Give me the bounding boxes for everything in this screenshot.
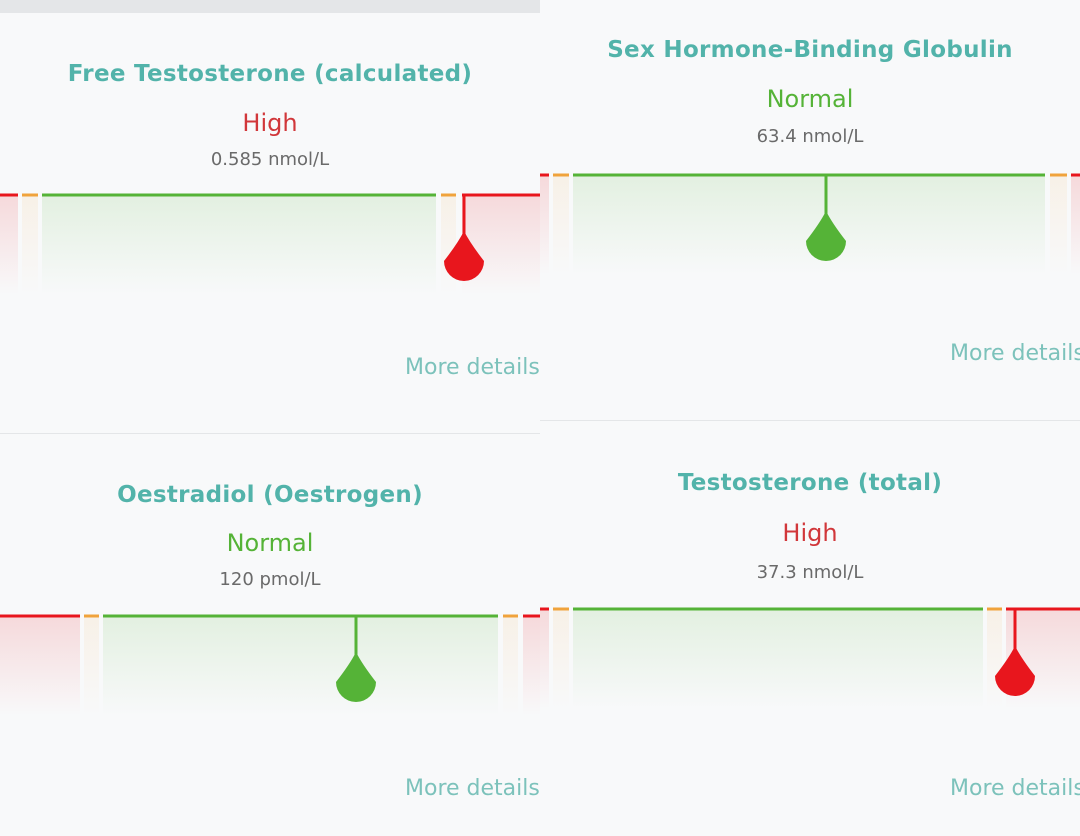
status-label: Normal	[766, 85, 854, 113]
gauge-zone-fill	[1050, 175, 1067, 275]
gauge-zone-line	[987, 607, 1002, 611]
card-title: Testosterone (total)	[677, 470, 943, 496]
card-title: Sex Hormone-Binding Globulin	[607, 37, 1013, 63]
gauge-zone-fill	[0, 195, 18, 295]
gauge-zone-line	[0, 614, 80, 618]
gauge-zone-fill	[0, 616, 80, 716]
gauge-zone-fill	[503, 616, 518, 716]
more-details-link[interactable]: More details	[405, 355, 540, 380]
gauge-zone-line	[42, 193, 436, 197]
result-card-oestradiol: Oestradiol (Oestrogen) Normal 120 pmol/L…	[0, 434, 540, 836]
status-label: High	[782, 519, 838, 547]
result-marker-drop-icon	[995, 646, 1035, 696]
range-gauge	[0, 193, 540, 295]
gauge-zone-line	[1071, 173, 1080, 177]
status-label: Normal	[226, 529, 314, 557]
gauge-zone-fill	[103, 616, 498, 716]
gauge-zone-line	[540, 173, 549, 177]
gauge-zone-fill	[523, 616, 540, 716]
gauge-zone-fill	[540, 609, 549, 709]
range-gauge	[0, 614, 540, 716]
gauge-zone-fill	[553, 609, 569, 709]
gauge-zone-line	[523, 614, 540, 618]
more-details-link[interactable]: More details	[405, 776, 540, 801]
gauge-zone-line	[1006, 607, 1080, 611]
gauge-zone-line	[553, 607, 569, 611]
gauge-zone-fill	[573, 609, 983, 709]
more-details-link[interactable]: More details	[950, 776, 1080, 801]
range-gauge	[540, 607, 1080, 709]
gauge-zone-fill	[22, 195, 38, 295]
gauge-zone-line	[0, 193, 18, 197]
gauge-zone-fill	[42, 195, 436, 295]
gauge-zone-fill	[84, 616, 99, 716]
gauge-zone-line	[84, 614, 99, 618]
range-gauge	[540, 173, 1080, 275]
gauge-zone-line	[540, 607, 549, 611]
result-value: 37.3 nmol/L	[756, 562, 864, 583]
card-title: Oestradiol (Oestrogen)	[117, 482, 423, 508]
result-card-testosterone-total: Testosterone (total) High 37.3 nmol/L Mo…	[540, 421, 1080, 836]
result-value: 120 pmol/L	[219, 569, 321, 590]
status-label: High	[242, 109, 298, 137]
result-value: 63.4 nmol/L	[756, 126, 864, 147]
gauge-zone-line	[1050, 173, 1067, 177]
gauge-zone-line	[462, 193, 540, 197]
result-card-shbg: Sex Hormone-Binding Globulin Normal 63.4…	[540, 0, 1080, 420]
gauge-zone-line	[103, 614, 498, 618]
gauge-zone-fill	[573, 175, 1045, 275]
gauge-zone-fill	[553, 175, 569, 275]
gauge-zone-fill	[441, 195, 456, 295]
gauge-zone-line	[573, 607, 983, 611]
gauge-zone-fill	[1071, 175, 1080, 275]
card-title: Free Testosterone (calculated)	[67, 61, 473, 87]
gauge-zone-line	[22, 193, 38, 197]
result-marker-drop-icon	[806, 211, 846, 261]
result-value: 0.585 nmol/L	[210, 149, 330, 170]
gauge-zone-fill	[987, 609, 1002, 709]
gauge-zone-fill	[462, 195, 540, 295]
result-marker-drop-icon	[444, 231, 484, 281]
gauge-zone-line	[441, 193, 456, 197]
gauge-zone-line	[573, 173, 1045, 177]
more-details-link[interactable]: More details	[950, 341, 1080, 366]
gauge-zone-line	[503, 614, 518, 618]
result-marker-drop-icon	[336, 652, 376, 702]
result-card-free-testosterone: Free Testosterone (calculated) High 0.58…	[0, 13, 540, 433]
gauge-zone-line	[553, 173, 569, 177]
gauge-zone-fill	[540, 175, 549, 275]
